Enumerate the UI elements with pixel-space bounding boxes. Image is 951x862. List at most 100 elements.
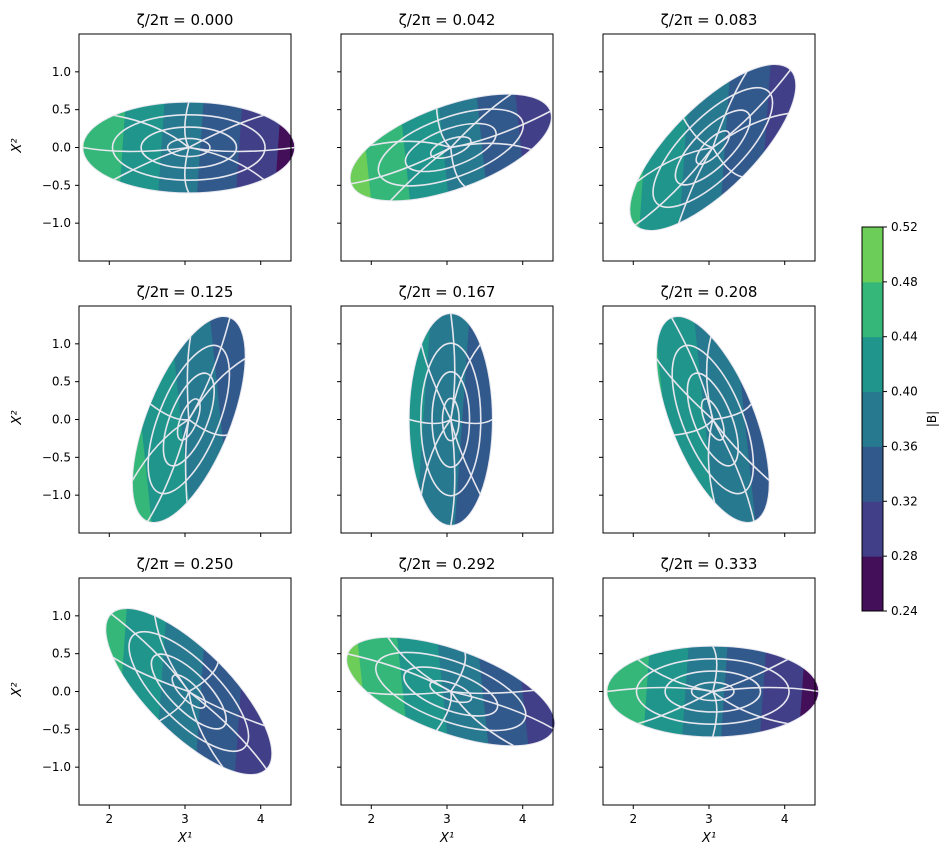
y-tick-label: −1.0 <box>42 760 71 774</box>
colorbar-tick-label: 0.36 <box>891 439 918 453</box>
flux-surface <box>674 109 751 186</box>
x-axis-label: X¹ <box>439 831 454 846</box>
flux-surface <box>377 108 525 187</box>
y-axis-label: X² <box>10 410 25 425</box>
field-contour-fill <box>336 72 565 223</box>
flux-surface <box>652 86 774 209</box>
panel-title: ζ/2π = 0.083 <box>661 11 758 29</box>
panel-title: ζ/2π = 0.042 <box>399 11 496 29</box>
poloidal-line <box>82 146 189 153</box>
colorbar-band <box>862 501 883 557</box>
poloidal-line <box>188 690 268 770</box>
x-tick-label: 4 <box>519 812 527 826</box>
y-tick-label: 0.0 <box>52 413 71 427</box>
x-tick-label: 2 <box>367 812 375 826</box>
x-tick-label: 2 <box>105 812 113 826</box>
x-axis-label: X¹ <box>177 831 192 846</box>
flux-surface <box>166 137 211 158</box>
poloidal-line <box>146 419 190 522</box>
x-axis-label: X¹ <box>701 831 716 846</box>
y-axis-label: X² <box>10 138 25 153</box>
poloidal-line <box>705 336 714 420</box>
panel-title: ζ/2π = 0.250 <box>137 555 234 573</box>
poloidal-line <box>420 419 452 495</box>
poloidal-line <box>712 147 743 178</box>
colorbar-tick-label: 0.24 <box>891 604 918 618</box>
colorbar-tick-label: 0.32 <box>891 494 918 508</box>
poloidal-line <box>188 661 220 693</box>
flux-surface <box>128 630 250 753</box>
contour-band <box>275 306 325 533</box>
y-tick-label: −1.0 <box>42 488 71 502</box>
colorbar-label: |B| <box>925 411 939 427</box>
poloidal-line <box>637 658 713 693</box>
flux-surface-grid <box>629 63 797 232</box>
flux-surface <box>655 316 770 523</box>
x-tick-label: 3 <box>181 812 189 826</box>
flux-surface <box>150 653 227 730</box>
poloidal-line <box>408 418 452 425</box>
poloidal-line <box>712 403 753 421</box>
field-contour-fill <box>633 302 793 537</box>
contour-band <box>531 286 590 553</box>
colorbar-frame <box>861 226 884 612</box>
flux-surface-grid <box>131 316 246 523</box>
flux-surface <box>664 670 762 713</box>
flux-surface <box>147 344 231 495</box>
contour-band <box>190 102 250 193</box>
colorbar-tick-label: 0.28 <box>891 549 918 563</box>
colorbar: 0.24 0.28 0.32 0.36 0.40 0.44 0.48 0.52 |B| <box>861 220 939 618</box>
poloidal-line <box>682 117 714 149</box>
poloidal-line <box>712 645 718 692</box>
poloidal-line <box>712 690 788 725</box>
flux-surface <box>431 370 471 469</box>
poloidal-line <box>158 691 190 722</box>
flux-surface <box>635 657 790 726</box>
subplot-panel: ζ/2π = 0.250 2 3 4 1.0 0.5 0.0 −0.5 −1.0 X¹ X² <box>10 555 296 846</box>
flux-surface-grid <box>606 645 820 738</box>
contour-band <box>287 286 356 553</box>
y-tick-label: 0.0 <box>52 141 71 155</box>
contour-band <box>304 286 363 553</box>
poloidal-line <box>351 146 452 185</box>
colorbar-tick-label: 0.44 <box>891 330 918 344</box>
contour-band <box>795 40 820 255</box>
contour-band <box>676 646 735 737</box>
poloidal-line <box>449 419 456 526</box>
poloidal-line <box>188 357 246 420</box>
contour-band <box>637 646 696 737</box>
flux-surface <box>140 126 238 169</box>
flux-surface <box>176 398 201 441</box>
y-tick-label: −0.5 <box>42 722 71 736</box>
panel-title: ζ/2π = 0.000 <box>137 11 234 29</box>
poloidal-line <box>637 690 714 725</box>
y-tick-label: 1.0 <box>52 337 71 351</box>
flux-surface <box>404 122 497 173</box>
contour-band <box>271 584 296 799</box>
colorbar-band <box>862 336 883 393</box>
panel-title: ζ/2π = 0.208 <box>661 283 758 301</box>
y-tick-label: 0.0 <box>52 685 71 699</box>
contour-band <box>650 302 720 537</box>
contour-band <box>246 302 269 537</box>
field-contour-fill <box>606 646 819 737</box>
colorbar-tick-label: 0.48 <box>891 275 918 289</box>
flux-surface-grid <box>105 607 273 776</box>
poloidal-line <box>450 418 493 425</box>
flux-surface-grid <box>655 316 770 523</box>
poloidal-line <box>450 142 532 151</box>
y-tick-label: −0.5 <box>42 450 71 464</box>
subplot-panel: ζ/2π = 0.167 <box>275 283 590 553</box>
contour-band <box>605 40 656 255</box>
poloidal-line <box>435 691 453 732</box>
flux-surface <box>690 681 735 702</box>
contour-band <box>229 102 289 193</box>
poloidal-line <box>450 690 555 730</box>
subplot-panel: ζ/2π = 0.292 2 3 4 X¹ <box>333 555 569 846</box>
contour-band <box>545 72 565 223</box>
poloidal-line <box>113 114 190 149</box>
flux-surface <box>429 679 473 704</box>
field-contour-fill <box>82 102 295 193</box>
